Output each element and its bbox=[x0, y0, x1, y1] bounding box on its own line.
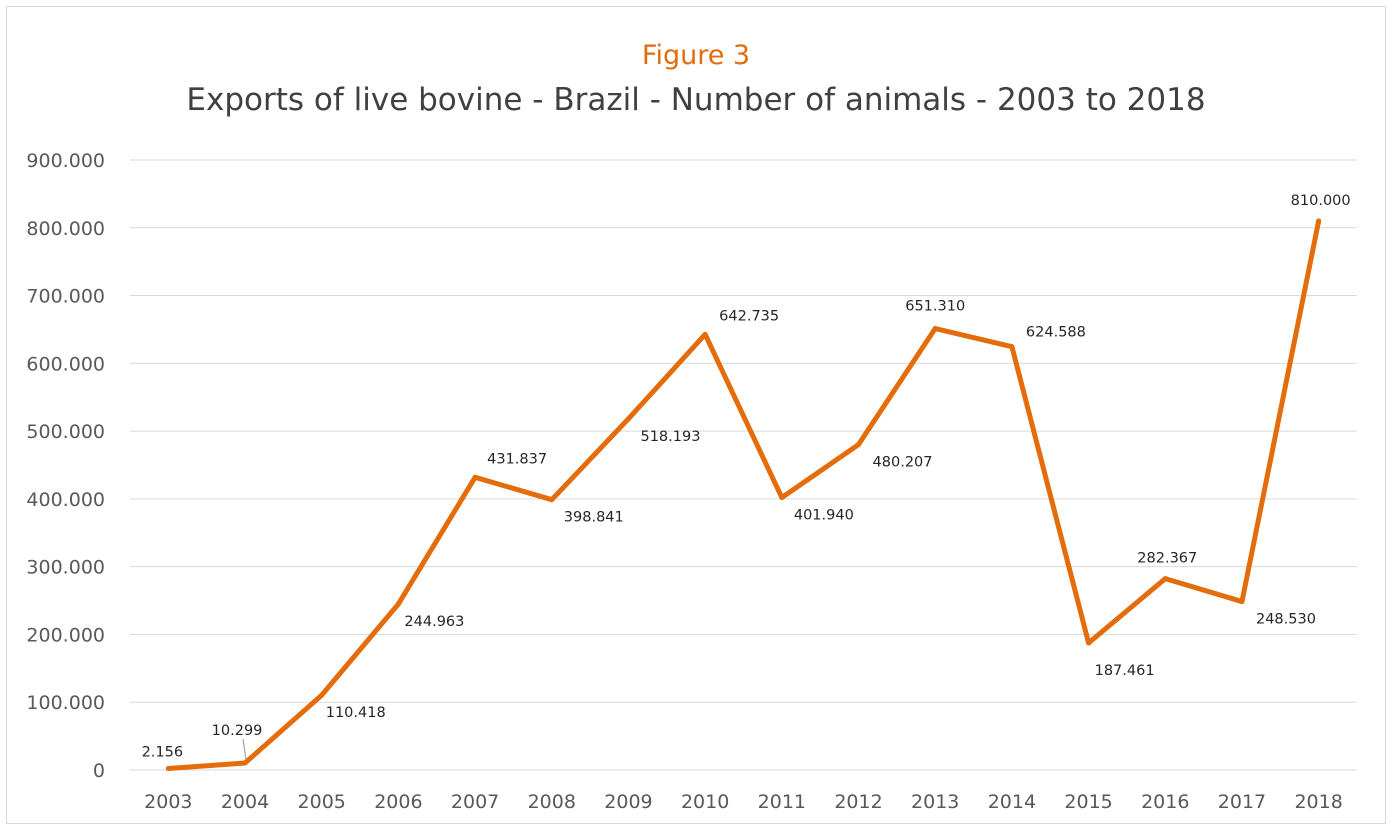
series-line bbox=[165, 218, 1322, 772]
chart-frame bbox=[6, 6, 1386, 824]
data-label: 480.207 bbox=[873, 455, 933, 471]
gridlines bbox=[130, 159, 1357, 771]
data-point bbox=[702, 331, 708, 337]
data-label: 2.156 bbox=[142, 745, 184, 761]
data-label: 810.000 bbox=[1291, 193, 1351, 209]
data-label: 244.963 bbox=[404, 614, 464, 630]
x-tick-label: 2016 bbox=[1141, 791, 1189, 813]
y-tick-label: 0 bbox=[93, 760, 105, 782]
data-label: 401.940 bbox=[794, 508, 854, 524]
series-lines bbox=[165, 218, 1322, 772]
data-point bbox=[932, 326, 938, 332]
data-label: 110.418 bbox=[326, 705, 386, 721]
data-point bbox=[1316, 218, 1322, 224]
data-label: 248.530 bbox=[1256, 612, 1316, 628]
x-tick-label: 2004 bbox=[221, 791, 269, 813]
data-point bbox=[1009, 344, 1015, 350]
data-label: 10.299 bbox=[212, 723, 263, 739]
x-tick-label: 2014 bbox=[988, 791, 1036, 813]
data-labels: 2.156 10.299 110.418 244.963 431.837 398.841 5… bbox=[142, 193, 1351, 761]
label-leader-lines bbox=[242, 738, 247, 761]
data-point bbox=[472, 474, 478, 480]
data-label: 431.837 bbox=[487, 451, 547, 467]
data-point bbox=[1162, 576, 1168, 582]
data-point bbox=[856, 442, 862, 448]
x-tick-label: 2003 bbox=[144, 791, 192, 813]
y-axis-ticks: 0 100.000 200.000 300.000 400.000 500.000 600.… bbox=[26, 150, 105, 782]
y-tick-label: 700.000 bbox=[26, 286, 105, 308]
y-tick-label: 600.000 bbox=[26, 353, 105, 375]
data-point bbox=[242, 760, 248, 766]
x-tick-label: 2013 bbox=[911, 791, 959, 813]
chart-title: Exports of live bovine - Brazil - Number… bbox=[186, 82, 1206, 118]
data-label: 624.588 bbox=[1026, 325, 1086, 341]
data-point bbox=[319, 692, 325, 698]
data-label: 282.367 bbox=[1137, 551, 1197, 567]
y-tick-label: 400.000 bbox=[26, 489, 105, 511]
data-point bbox=[1086, 640, 1092, 646]
data-label: 518.193 bbox=[640, 429, 700, 445]
y-tick-label: 300.000 bbox=[26, 557, 105, 579]
y-tick-label: 100.000 bbox=[26, 692, 105, 714]
data-point bbox=[549, 497, 555, 503]
label-leader-line bbox=[242, 738, 247, 761]
data-label: 642.735 bbox=[719, 308, 779, 324]
x-tick-label: 2011 bbox=[758, 791, 806, 813]
x-axis-ticks: 2003 2004 2005 2006 2007 2008 2009 2010 2011 2012… bbox=[144, 791, 1343, 813]
x-tick-label: 2005 bbox=[298, 791, 346, 813]
y-tick-label: 200.000 bbox=[26, 624, 105, 646]
x-tick-label: 2008 bbox=[528, 791, 576, 813]
x-tick-label: 2017 bbox=[1218, 791, 1266, 813]
x-tick-label: 2015 bbox=[1064, 791, 1112, 813]
x-tick-label: 2007 bbox=[451, 791, 499, 813]
data-point bbox=[779, 495, 785, 501]
x-tick-label: 2012 bbox=[834, 791, 882, 813]
x-tick-label: 2010 bbox=[681, 791, 729, 813]
x-tick-label: 2009 bbox=[604, 791, 652, 813]
data-point bbox=[625, 416, 631, 422]
y-tick-label: 900.000 bbox=[26, 150, 105, 172]
data-label: 651.310 bbox=[905, 299, 965, 315]
x-tick-label: 2018 bbox=[1294, 791, 1342, 813]
data-point bbox=[1239, 599, 1245, 605]
data-point bbox=[395, 601, 401, 607]
data-label: 398.841 bbox=[564, 510, 624, 526]
x-tick-label: 2006 bbox=[374, 791, 422, 813]
data-point bbox=[165, 766, 171, 772]
data-label: 187.461 bbox=[1095, 663, 1155, 679]
y-tick-label: 800.000 bbox=[26, 218, 105, 240]
figure-label: Figure 3 bbox=[641, 40, 751, 71]
y-tick-label: 500.000 bbox=[26, 421, 105, 443]
